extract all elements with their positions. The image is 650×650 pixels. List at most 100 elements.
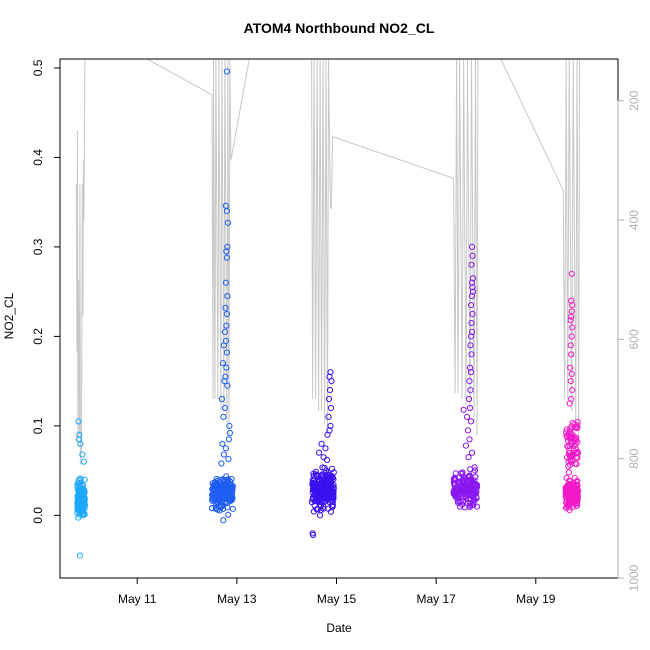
chart-title: ATOM4 Northbound NO2_CL [244,20,435,36]
data-point [455,491,462,498]
data-point [218,395,225,403]
data-point [327,369,334,376]
data-point [229,483,236,490]
data-point [313,506,320,513]
data-point [325,395,333,403]
data-point [224,219,231,226]
data-point [222,279,229,286]
data-point [327,489,334,496]
y-tick-label: 0.1 [31,417,45,434]
data-point [459,487,466,494]
data-point [450,475,457,482]
y-tick-label: 0.4 [31,149,45,166]
data-point [329,503,336,510]
series-5 [562,270,582,514]
data-point [451,482,458,489]
data-point [221,404,228,412]
data-point [223,208,230,215]
data-point [312,471,319,478]
series-3 [308,369,337,539]
data-point [465,454,472,461]
data-point [327,422,334,429]
data-point [223,248,230,255]
data-point [225,483,232,490]
data-point [80,458,88,465]
data-point [568,370,575,378]
data-point [313,486,320,493]
data-points-layer [74,68,582,559]
data-point [221,499,228,506]
y-tick-label: 0.2 [31,328,45,345]
data-point [567,494,574,501]
secondary-y-tick-label: 800 [627,448,641,468]
data-point [316,495,323,502]
data-point [468,261,475,268]
data-point [327,404,335,412]
data-point [220,517,227,524]
x-axis: May 11 May 13 May 15 May 17 May 19 [118,577,556,606]
x-tick-label: May 11 [118,592,157,606]
data-point [466,364,474,371]
data-point [569,324,576,331]
data-point [223,68,230,75]
data-point [568,435,575,442]
data-point [568,495,575,502]
data-point [459,470,466,477]
data-point [222,304,229,311]
y-axis-label: NO2_CL [2,292,16,339]
data-point [76,552,84,559]
data-point [224,504,231,511]
data-point [567,364,574,371]
data-point [321,464,328,471]
data-point [567,378,574,385]
data-point [466,378,473,385]
data-point [568,297,575,304]
data-point [225,436,232,443]
data-point [329,498,336,505]
data-point [563,499,570,506]
data-point [75,418,82,425]
data-point [225,476,232,483]
data-point [221,378,228,385]
data-point [466,477,473,484]
data-point [460,406,467,413]
data-point [569,420,576,427]
data-point [226,422,233,429]
data-point [219,440,226,447]
data-point [223,322,230,329]
data-point [323,481,330,488]
data-point [325,413,332,420]
data-point [464,427,472,434]
series-4 [450,243,481,511]
data-point [455,493,462,500]
data-point [326,387,334,394]
data-point [466,404,474,412]
data-point [467,333,475,340]
data-point [467,342,474,349]
secondary-y-tick-label: 200 [627,90,641,110]
data-point [229,505,236,512]
data-point [566,400,573,407]
data-point [573,500,580,507]
data-point [567,342,574,349]
data-point [226,429,233,437]
x-axis-label: Date [326,621,352,635]
data-point [461,504,468,511]
data-point [220,451,227,458]
data-point [467,495,474,503]
data-point [79,512,86,519]
data-point [322,478,329,485]
data-point [74,499,81,506]
data-point [324,431,331,438]
data-point [565,463,572,470]
data-point [228,484,235,491]
data-point [566,442,573,449]
data-point [76,499,83,506]
y-axis: 0.0 0.1 0.2 0.3 0.4 0.5 [31,59,61,524]
data-point [467,302,475,309]
data-point [469,252,476,259]
data-point [567,317,574,324]
data-point [466,436,473,443]
data-point [208,505,216,512]
data-point [215,503,222,510]
